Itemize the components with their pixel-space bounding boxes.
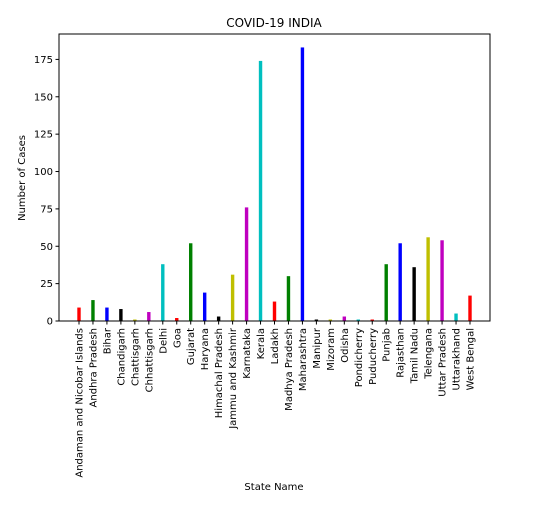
x-tick-label: Pondicherry [354,328,365,387]
bar [314,319,319,321]
bar [272,301,277,321]
bar [216,316,221,321]
bar [119,309,123,321]
y-tick-label: 25 [40,279,53,290]
bar [77,307,81,321]
bar [412,267,416,321]
plot-frame [58,33,491,322]
bar [105,307,109,321]
x-tick-label: Delhi [158,328,169,354]
x-tick-label: Jammu and Kashmir [228,327,239,430]
x-tick-label: Chandigarh [116,328,127,386]
bar [202,292,207,321]
x-tick-label: West Bengal [466,328,477,390]
x-tick-label: Chhattisgarh [144,328,155,392]
x-tick-label: Punjab [382,328,393,362]
chart-title: COVID-19 INDIA [226,16,322,30]
x-axis-label: State Name [244,482,303,493]
bar [426,237,430,321]
bar [384,264,388,321]
x-tick-label: Manipur [312,327,323,369]
y-tick-label: 125 [34,130,53,141]
bar [133,319,137,321]
x-tick-label: Kerala [256,328,267,359]
x-axis: Andaman and Nicobar Islands Andhra Prades… [75,321,477,478]
x-tick-label: Andhra Pradesh [88,328,99,407]
x-tick-label: Haryana [200,328,211,370]
bar [258,60,263,321]
bar [189,243,193,321]
x-tick-label: Maharashtra [298,328,309,391]
x-tick-label: Himachal Pradesh [214,328,225,418]
bar [161,264,165,321]
bar [440,240,444,321]
y-tick-label: 175 [34,55,53,66]
bars-layer [77,47,472,321]
x-tick-label: Tamil Nadu [410,328,421,384]
x-tick-label: Madhya Pradesh [284,328,295,411]
bar [300,47,305,321]
bar [398,243,402,321]
bar [356,319,360,321]
bar [454,313,458,321]
bar [230,274,235,321]
bar [147,312,151,321]
y-tick-label: 50 [40,242,53,253]
y-axis-label: Number of Cases [17,135,28,221]
x-tick-label: Goa [172,328,183,348]
y-axis: 0 25 50 75 100 125 150 175 [34,55,59,328]
x-tick-label: Gujarat [186,328,197,365]
bar [342,316,347,321]
y-tick-label: 100 [34,167,53,178]
bar [175,318,179,321]
bar [468,295,472,321]
x-tick-label: Rajasthan [396,328,407,378]
x-tick-label: Karnataka [242,328,253,379]
y-tick-label: 0 [47,317,53,328]
bar [91,300,95,321]
bar [286,276,291,321]
bar [370,319,374,321]
x-tick-label: Mizoram [326,328,337,371]
x-tick-label: Uttar Pradesh [438,328,449,397]
x-tick-label: Odisha [340,328,351,363]
x-tick-label: Bihar [102,327,113,354]
x-tick-label: Telengana [424,328,435,380]
bar [328,319,333,321]
bar [244,207,249,321]
x-tick-label: Ladakh [270,328,281,364]
x-tick-label: Chattisgarh [130,328,141,386]
x-tick-label: Puducherry [368,328,379,385]
x-tick-label: Andaman and Nicobar Islands [75,328,86,478]
y-tick-label: 150 [34,92,53,103]
x-tick-label: Uttarakhand [452,328,463,390]
y-tick-label: 75 [40,204,53,215]
